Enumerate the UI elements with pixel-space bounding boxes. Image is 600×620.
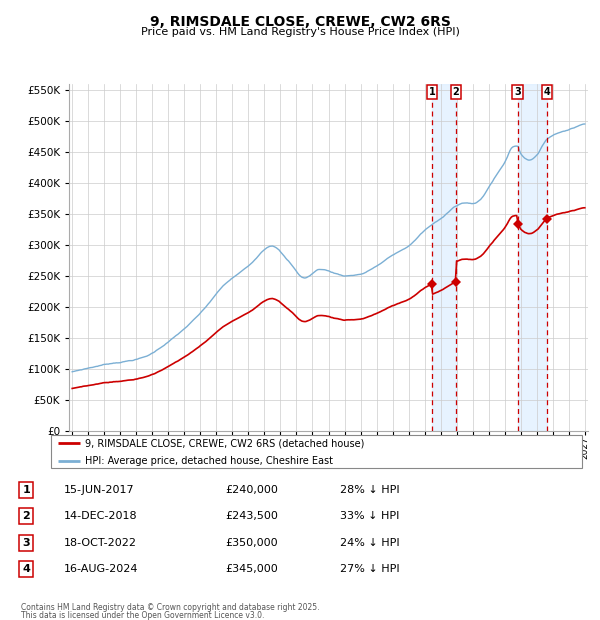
- Text: Price paid vs. HM Land Registry's House Price Index (HPI): Price paid vs. HM Land Registry's House …: [140, 27, 460, 37]
- Text: 3: 3: [514, 87, 521, 97]
- Text: £243,500: £243,500: [225, 512, 278, 521]
- Text: 2: 2: [452, 87, 459, 97]
- Text: 33% ↓ HPI: 33% ↓ HPI: [340, 512, 400, 521]
- Text: £240,000: £240,000: [225, 485, 278, 495]
- Text: 1: 1: [428, 87, 435, 97]
- Text: 24% ↓ HPI: 24% ↓ HPI: [340, 538, 400, 547]
- Text: 16-AUG-2024: 16-AUG-2024: [64, 564, 139, 574]
- Text: 27% ↓ HPI: 27% ↓ HPI: [340, 564, 400, 574]
- Text: 4: 4: [543, 87, 550, 97]
- Text: £345,000: £345,000: [225, 564, 278, 574]
- Text: Contains HM Land Registry data © Crown copyright and database right 2025.: Contains HM Land Registry data © Crown c…: [21, 603, 320, 612]
- Text: 3: 3: [23, 538, 30, 547]
- FancyBboxPatch shape: [50, 435, 583, 468]
- Text: HPI: Average price, detached house, Cheshire East: HPI: Average price, detached house, Ches…: [85, 456, 332, 466]
- Bar: [518, 84, 547, 431]
- Text: 15-JUN-2017: 15-JUN-2017: [64, 485, 134, 495]
- Text: 2: 2: [23, 512, 30, 521]
- Text: £350,000: £350,000: [225, 538, 278, 547]
- Text: This data is licensed under the Open Government Licence v3.0.: This data is licensed under the Open Gov…: [21, 611, 265, 620]
- Text: 28% ↓ HPI: 28% ↓ HPI: [340, 485, 400, 495]
- Text: 9, RIMSDALE CLOSE, CREWE, CW2 6RS (detached house): 9, RIMSDALE CLOSE, CREWE, CW2 6RS (detac…: [85, 438, 364, 448]
- Text: 1: 1: [23, 485, 30, 495]
- Text: 14-DEC-2018: 14-DEC-2018: [64, 512, 137, 521]
- Text: 18-OCT-2022: 18-OCT-2022: [64, 538, 137, 547]
- Bar: [432, 84, 456, 431]
- Text: 9, RIMSDALE CLOSE, CREWE, CW2 6RS: 9, RIMSDALE CLOSE, CREWE, CW2 6RS: [149, 16, 451, 30]
- Text: 4: 4: [22, 564, 31, 574]
